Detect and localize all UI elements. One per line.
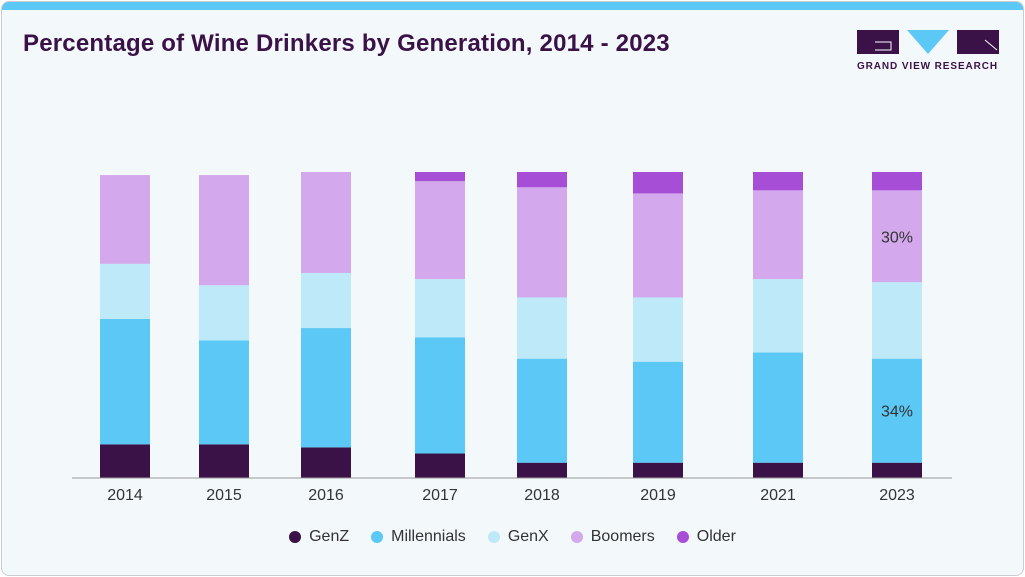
legend-swatch [570,531,583,543]
bar-millennials-2015 [199,340,249,445]
bar-millennials-2019 [633,361,683,463]
x-tick-label: 2023 [879,487,915,504]
bar-genz-2015 [199,444,249,478]
legend-item-older: Older [676,528,736,546]
x-tick-label: 2016 [308,487,344,504]
bar-genx-2019 [633,297,683,362]
bar-older-2019 [633,172,683,194]
legend-item-genx: GenX [487,528,549,546]
bar-boomers-2015 [199,175,249,286]
legend: GenZ Millennials GenX Boomers Older [0,528,1025,546]
bar-older-2018 [517,172,567,188]
bar-genz-2019 [633,462,683,478]
bar-millennials-2021 [753,352,803,463]
x-tick-label: 2018 [524,487,560,504]
x-tick-label: 2014 [107,487,143,504]
bar-genx-2014 [100,263,150,319]
bar-genx-2018 [517,297,567,359]
bar-boomers-2019 [633,193,683,298]
bar-boomers-2018 [517,187,567,298]
bar-genz-2017 [415,453,465,478]
bar-boomers-2016 [301,172,351,273]
bar-boomers-2017 [415,181,465,280]
data-label: 30% [881,229,913,246]
legend-item-millennials: Millennials [371,528,466,546]
x-tick-label: 2017 [422,487,458,504]
bar-older-2021 [753,172,803,191]
chart-title: Percentage of Wine Drinkers by Generatio… [23,30,670,57]
bar-genz-2014 [100,444,150,478]
bar-millennials-2017 [415,337,465,454]
data-label: 34% [881,404,913,421]
legend-label: Older [696,528,736,545]
legend-label: Boomers [590,528,655,545]
legend-label: Millennials [391,528,466,545]
bar-genx-2015 [199,285,249,341]
bar-older-2023 [872,172,922,191]
legend-swatch [289,531,302,543]
x-tick-label: 2015 [206,487,242,504]
bar-genx-2021 [753,279,803,353]
legend-swatch [676,531,689,543]
accent-strip [2,2,1023,10]
bar-genz-2018 [517,462,567,478]
bar-genx-2016 [301,272,351,329]
bar-genz-2016 [301,447,351,478]
bar-boomers-2021 [753,190,803,280]
logo-text: GRAND VIEW RESEARCH [857,61,998,72]
bar-millennials-2014 [100,318,150,445]
legend-label: GenZ [309,528,350,545]
bar-millennials-2023 [872,358,922,463]
bar-older-2017 [415,172,465,182]
bar-millennials-2016 [301,328,351,448]
gvr-logo-icon [857,30,999,54]
bar-millennials-2018 [517,358,567,463]
x-tick-label: 2021 [760,487,796,504]
legend-swatch [487,531,500,543]
legend-label: GenX [507,528,549,545]
legend-item-genz: GenZ [289,528,349,546]
bar-genz-2021 [753,462,803,478]
bar-genx-2017 [415,279,465,338]
bar-genz-2023 [872,462,922,478]
legend-swatch [371,531,384,543]
bar-genx-2023 [872,282,922,359]
x-tick-label: 2019 [640,487,676,504]
bar-boomers-2014 [100,175,150,264]
bar-boomers-2023 [872,190,922,283]
legend-item-boomers: Boomers [570,528,655,546]
